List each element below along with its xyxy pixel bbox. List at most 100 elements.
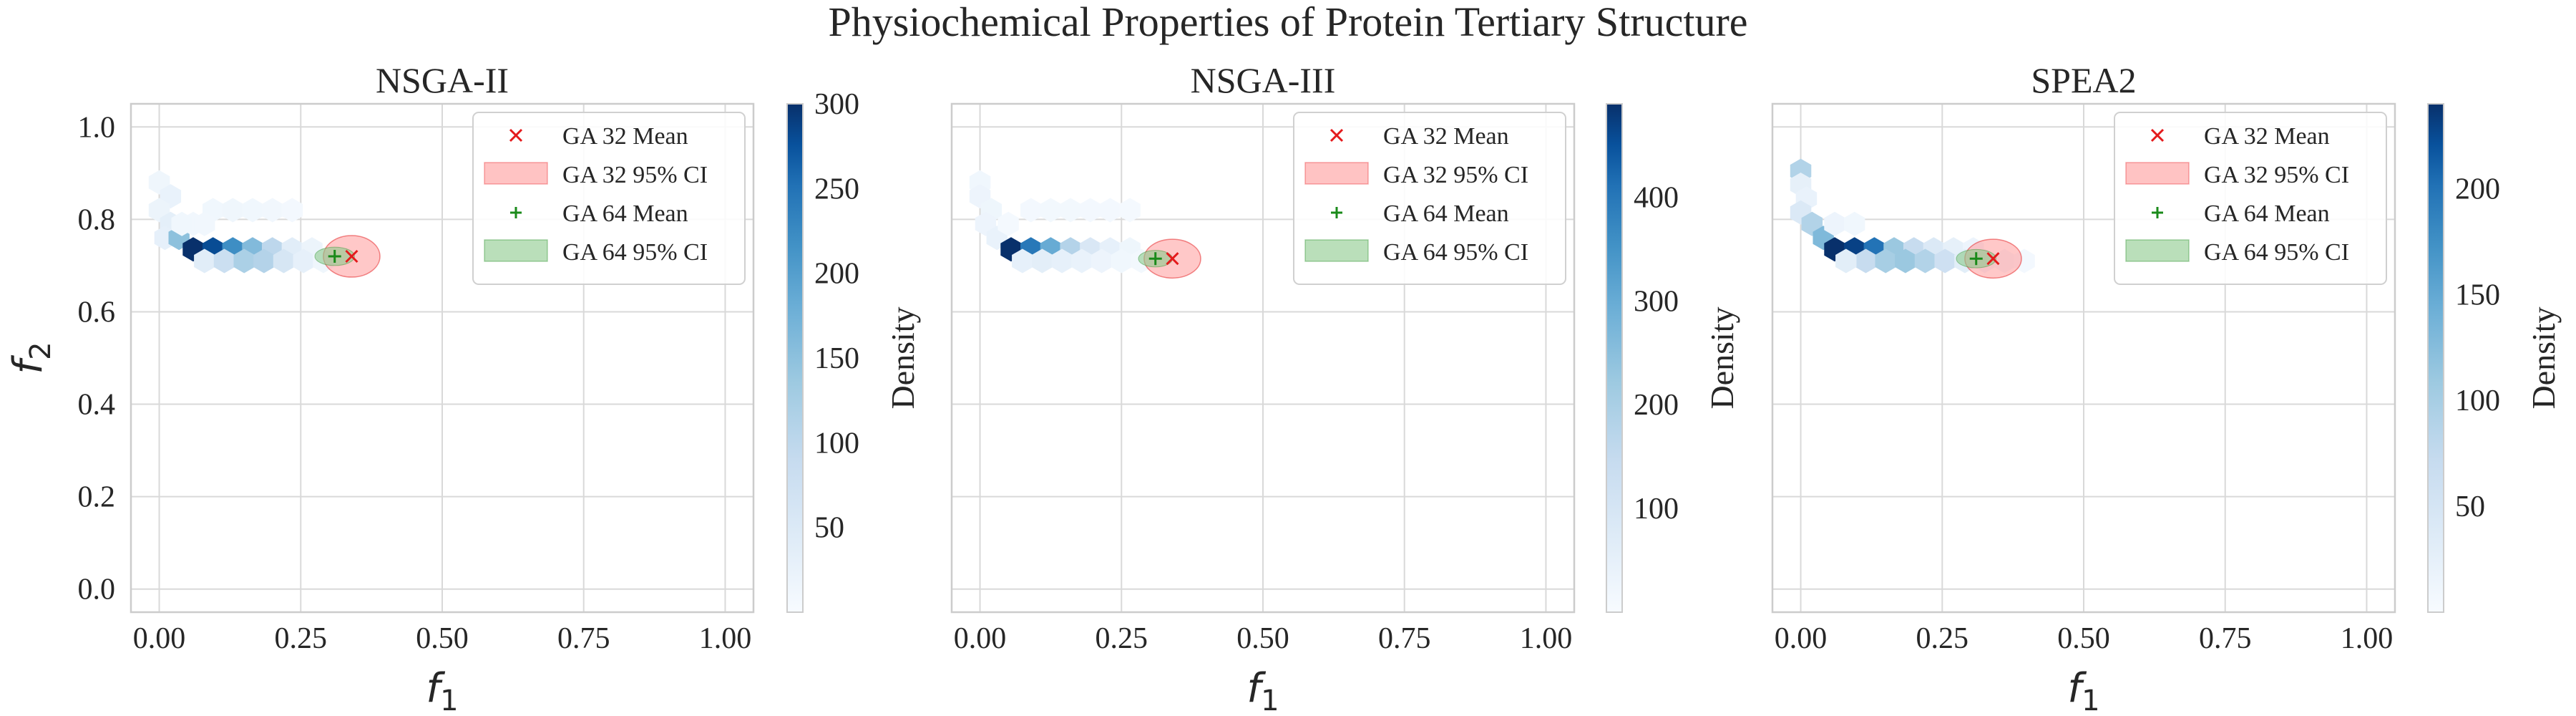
x-tick-label: 0.00: [133, 622, 186, 655]
legend-label: GA 64 95% CI: [562, 239, 708, 266]
legend: GA 32 Mean GA 32 95% CI GA 64 Mean GA 64 95…: [472, 112, 746, 285]
ga32-mean-marker: [1986, 252, 2000, 266]
colorbar-tick-label: 50: [814, 512, 844, 545]
hexbin-cell: [293, 248, 314, 274]
hexbin-cell: [171, 211, 192, 236]
legend-label: GA 32 Mean: [1383, 123, 1509, 150]
subplot-title: NSGA-II: [376, 60, 509, 100]
colorbar-tick-label: 200: [2455, 173, 2500, 205]
ga32-mean-marker: [1166, 252, 1179, 266]
colorbar-bar: [786, 103, 804, 613]
axes-frame: [1771, 102, 2396, 614]
hexbin-cell: [213, 248, 235, 274]
x-tick-label: 0.75: [557, 622, 610, 655]
colorbar-tick-label: 100: [1634, 493, 1679, 526]
x-axis-label: f1: [1246, 665, 1279, 716]
hexbin-cell: [233, 248, 255, 274]
legend-ga64-ci-swatch: [2125, 239, 2190, 262]
hexbin-cell: [1091, 248, 1113, 274]
hexbin-cell: [273, 248, 295, 274]
hexbin-cell: [1835, 248, 1857, 274]
y-tick-label: 1.0: [78, 111, 116, 144]
axes-frame: [950, 102, 1576, 614]
hexbin-cell: [1080, 198, 1101, 223]
legend-ga32-ci-swatch: [1304, 162, 1369, 185]
hexbin-cell: [1071, 248, 1093, 274]
x-tick-label: 1.00: [2341, 622, 2394, 655]
hexbin-cell: [194, 211, 215, 236]
x-axis-label: f1: [426, 665, 458, 716]
colorbar-tick-label: 100: [2455, 384, 2500, 417]
colorbar-label: Density: [2525, 306, 2562, 409]
hexbin-cell: [253, 248, 275, 274]
subplot-title: SPEA2: [2031, 60, 2136, 100]
legend-label: GA 32 Mean: [2204, 123, 2330, 150]
x-tick-label: 0.50: [1236, 622, 1289, 655]
legend-ga64-ci-swatch: [484, 239, 548, 262]
colorbar-tick-label: 400: [1634, 181, 1679, 214]
axes-frame: [130, 102, 755, 614]
ga64-mean-marker: [328, 250, 341, 263]
x-tick-label: 0.00: [954, 622, 1007, 655]
hexbin-cell: [997, 211, 1019, 236]
colorbar-bar: [2427, 103, 2444, 613]
hexbin-cell: [242, 198, 263, 223]
colorbar: 100 200 300 400 Density: [1606, 103, 1740, 613]
hexbin-cell: [1060, 198, 1081, 223]
colorbar-tick-label: 200: [1634, 389, 1679, 422]
legend-ga32-mean-icon: [2150, 128, 2165, 142]
x-tick-label: 0.25: [1096, 622, 1148, 655]
x-tick-label: 0.00: [1775, 622, 1828, 655]
y-tick-label: 0.2: [78, 481, 116, 514]
y-tick-label: 0.8: [78, 203, 116, 236]
legend-label: GA 32 95% CI: [2204, 162, 2349, 188]
legend: GA 32 Mean GA 32 95% CI GA 64 Mean GA 64 95…: [2114, 112, 2387, 285]
hexbin-cell: [1824, 211, 1845, 236]
legend-ga32-ci-swatch: [484, 162, 548, 185]
colorbar-tick-label: 200: [814, 258, 859, 291]
legend-ga64-mean-icon: [1331, 207, 1342, 218]
colorbar-bar: [1606, 103, 1623, 613]
subplot-title: NSGA-III: [1191, 60, 1336, 100]
hexbin-cell: [1099, 198, 1121, 223]
y-axis-label: f2: [5, 342, 57, 374]
hexbin-cell: [1012, 248, 1033, 274]
legend-label: GA 64 Mean: [2204, 200, 2330, 227]
hexbin-cell: [1875, 248, 1896, 274]
x-stroke: [345, 249, 358, 263]
hexbin-cell: [222, 198, 244, 223]
hexbin-cell: [262, 198, 283, 223]
colorbar-tick-label: 100: [814, 427, 859, 460]
x-axis-label: f1: [2067, 665, 2099, 716]
x-tick-label: 0.25: [275, 622, 328, 655]
colorbar-tick-label: 250: [814, 173, 859, 205]
ga32-mean-marker: [345, 249, 358, 263]
x-tick-label: 0.75: [1378, 622, 1431, 655]
x-stroke: [2150, 128, 2165, 142]
x-tick-label: 0.50: [416, 622, 469, 655]
panels: 0.00 0.25 0.50 0.75 1.00 0.0 0.2 0.4 0.6 0.8 1.0 f1…: [5, 60, 2562, 716]
hexbin-cell: [1934, 248, 1956, 274]
colorbar-tick-label: 50: [2455, 490, 2485, 523]
panel-nsga-ii: 0.00 0.25 0.50 0.75 1.00 0.0 0.2 0.4 0.6 0.8 1.0 f1…: [5, 60, 921, 716]
legend-ga32-mean-icon: [1330, 128, 1344, 142]
colorbar-tick-label: 150: [2455, 279, 2500, 311]
legend-label: GA 64 95% CI: [1383, 239, 1528, 266]
hexbin-cell: [1020, 198, 1042, 223]
colorbar: 50 100 150 200 250 300 Density: [786, 88, 921, 613]
colorbar: 50 100 150 200 Density: [2427, 103, 2562, 613]
x-stroke: [1330, 128, 1344, 142]
hexbin-cell: [1119, 198, 1141, 223]
x-stroke: [1166, 252, 1179, 266]
legend-ga64-mean-icon: [510, 207, 522, 218]
legend-ga32-ci-swatch: [2125, 162, 2190, 185]
hexbin-cell: [1051, 248, 1073, 274]
figure-title: Physiochemical Properties of Protein Ter…: [828, 0, 1747, 45]
legend-ga32-mean-icon: [509, 128, 523, 142]
y-tick-label: 0.0: [78, 574, 116, 606]
x-tick-label: 0.50: [2057, 622, 2110, 655]
x-stroke: [509, 128, 523, 142]
hexbin-cell: [281, 198, 303, 223]
